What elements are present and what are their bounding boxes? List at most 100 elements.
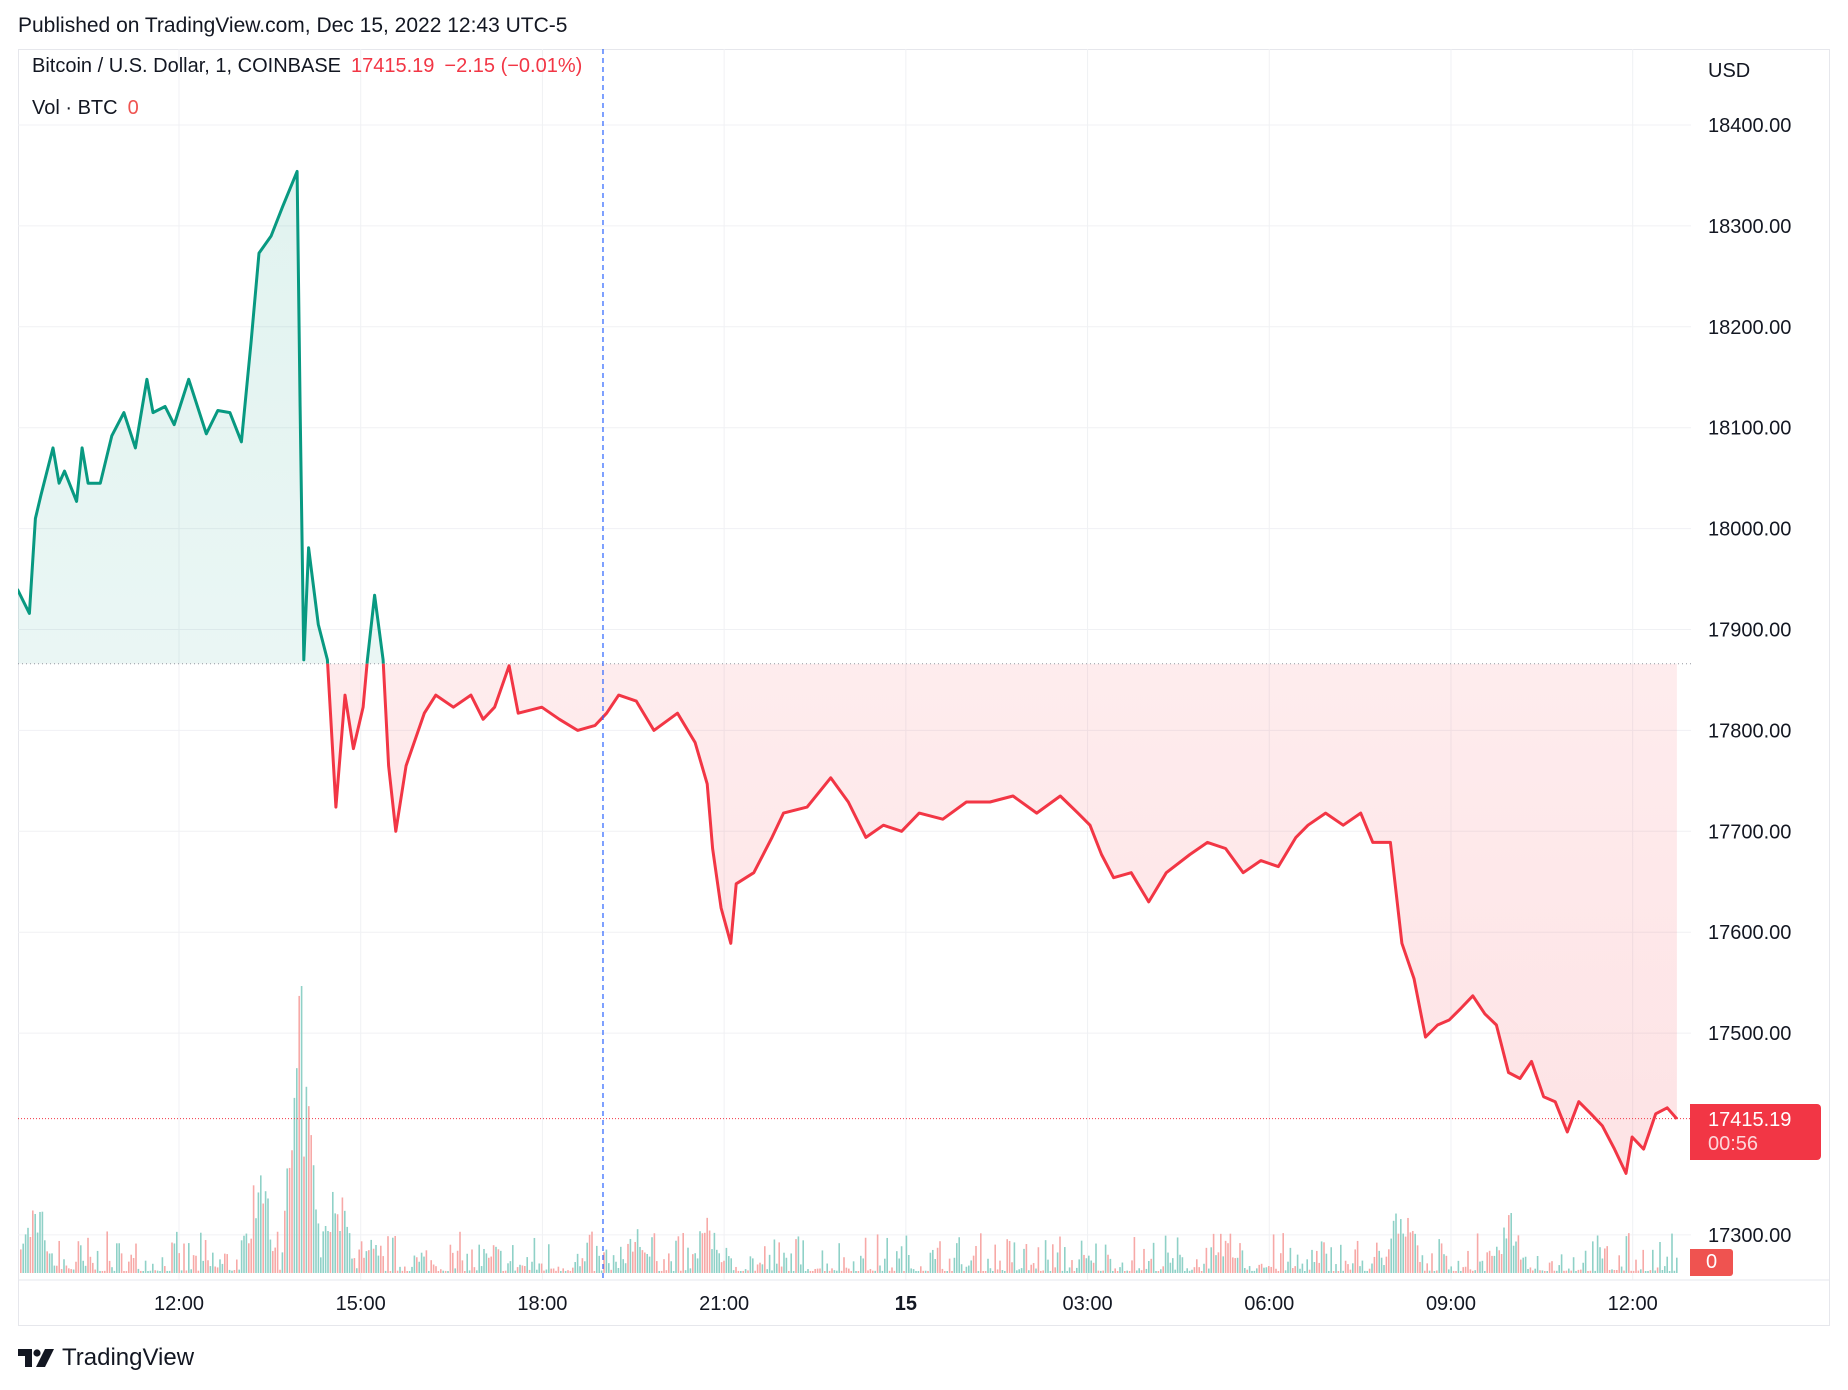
volume-bar	[1030, 1264, 1032, 1273]
volume-bar	[1292, 1268, 1294, 1273]
volume-bar	[346, 1226, 348, 1273]
volume-bar	[401, 1270, 404, 1273]
volume-bar	[245, 1233, 248, 1273]
volume-bar	[1179, 1254, 1181, 1273]
chart-frame[interactable]	[18, 49, 1830, 1326]
volume-bar	[507, 1263, 509, 1273]
volume-bar	[764, 1246, 766, 1273]
volume-bar	[1409, 1232, 1412, 1273]
tradingview-footer[interactable]: TradingView	[18, 1344, 194, 1372]
volume-bar	[524, 1266, 526, 1273]
volume-bar	[584, 1261, 586, 1273]
volume-bar	[480, 1266, 483, 1273]
volume-label[interactable]: Vol · BTC	[32, 97, 118, 119]
volume-bar	[1373, 1256, 1376, 1273]
volume-bar	[605, 1249, 608, 1273]
volume-bar	[1234, 1258, 1236, 1273]
volume-bar	[586, 1242, 588, 1273]
volume-bar	[348, 1233, 351, 1273]
volume-bar	[382, 1256, 384, 1273]
volume-bar	[958, 1237, 960, 1273]
volume-bar	[324, 1225, 327, 1273]
volume-bar	[500, 1250, 502, 1273]
volume-bar	[1584, 1250, 1587, 1273]
symbol-title[interactable]: Bitcoin / U.S. Dollar, 1, COINBASE	[32, 55, 341, 77]
volume-bar	[322, 1231, 324, 1273]
volume-bar	[413, 1255, 416, 1273]
volume-bar	[1068, 1267, 1071, 1273]
volume-bar	[130, 1254, 132, 1273]
volume-bar	[473, 1267, 476, 1273]
volume-bar	[747, 1270, 749, 1273]
volume-bar	[1124, 1270, 1126, 1273]
volume-bar	[545, 1269, 548, 1273]
volume-bar	[1184, 1270, 1186, 1273]
volume-bar	[1565, 1270, 1568, 1273]
volume-bar	[1354, 1249, 1356, 1273]
volume-bar	[742, 1270, 744, 1273]
volume-bar	[550, 1268, 552, 1273]
volume-bar	[1073, 1270, 1076, 1273]
volume-bar	[1640, 1269, 1642, 1273]
volume-bar	[293, 1097, 296, 1273]
volume-bar	[886, 1237, 888, 1273]
volume-bar	[620, 1246, 622, 1273]
volume-bar	[1628, 1233, 1630, 1273]
volume-bar	[953, 1257, 956, 1273]
volume-bar	[939, 1241, 941, 1273]
volume-bar	[759, 1262, 761, 1273]
volume-bar	[658, 1270, 660, 1273]
volume-bar	[576, 1253, 579, 1273]
volume-bar	[624, 1263, 627, 1273]
volume-bar	[884, 1258, 886, 1273]
volume-bar	[168, 1270, 171, 1273]
volume-bar	[396, 1270, 399, 1273]
volume-bar	[516, 1267, 519, 1273]
volume-bar	[1059, 1236, 1061, 1273]
volume-bar	[908, 1255, 910, 1273]
volume-bar	[718, 1253, 720, 1273]
volume-bar	[214, 1266, 216, 1273]
volume-bar	[46, 1251, 48, 1273]
volume-bar	[826, 1263, 828, 1273]
volume-bar	[27, 1227, 29, 1273]
volume-bar	[1570, 1270, 1572, 1273]
volume-bar	[900, 1246, 903, 1273]
volume-bar	[1272, 1234, 1275, 1273]
volume-bar	[485, 1253, 488, 1273]
volume-bar	[819, 1268, 821, 1273]
volume-bar	[651, 1237, 653, 1273]
volume-bar	[828, 1270, 831, 1273]
x-tick-label: 15	[895, 1293, 917, 1315]
volume-bar	[660, 1270, 663, 1273]
volume-bar	[1448, 1269, 1450, 1273]
volume-bar	[1104, 1244, 1107, 1273]
volume-bar	[627, 1243, 629, 1273]
volume-bar	[1414, 1233, 1416, 1273]
volume-bar	[1402, 1233, 1404, 1273]
volume-bar	[92, 1262, 94, 1273]
volume-bar	[723, 1260, 725, 1273]
volume-bar	[982, 1271, 984, 1273]
volume-bar	[406, 1270, 408, 1273]
volume-bar	[1188, 1270, 1191, 1273]
volume-bar	[1270, 1266, 1272, 1273]
volume-bar	[653, 1233, 656, 1273]
volume-bar	[447, 1271, 449, 1273]
volume-bar	[1368, 1268, 1371, 1273]
volume-bar	[1395, 1213, 1397, 1273]
volume-bar	[1366, 1270, 1368, 1273]
volume-bar	[411, 1266, 413, 1273]
volume-bar	[351, 1258, 353, 1273]
volume-bar	[495, 1246, 497, 1273]
volume-bar	[1445, 1255, 1448, 1273]
volume-bar	[1532, 1270, 1534, 1273]
volume-bar	[432, 1264, 435, 1273]
volume-bar	[32, 1210, 34, 1273]
volume-bar	[416, 1257, 418, 1273]
currency-label[interactable]: USD	[1708, 60, 1751, 82]
volume-bar	[788, 1271, 790, 1273]
volume-bar	[1011, 1262, 1013, 1273]
volume-bar	[1294, 1266, 1296, 1273]
